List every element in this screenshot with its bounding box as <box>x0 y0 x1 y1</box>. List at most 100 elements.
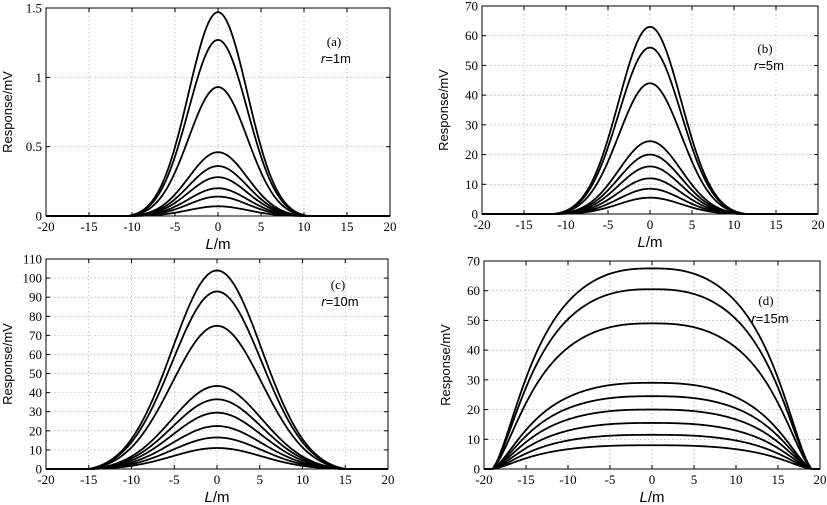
x-tick-label: -10 <box>123 472 140 487</box>
series-line-0 <box>484 267 820 470</box>
y-tick-label: 60 <box>29 347 42 362</box>
y-tick-label: 1 <box>36 70 43 85</box>
x-tick-label: 20 <box>382 472 395 487</box>
x-tick-label: 5 <box>257 472 264 487</box>
y-tick-label: 70 <box>29 328 42 343</box>
y-tick-label: 100 <box>23 271 43 286</box>
y-tick-label: 10 <box>465 177 478 192</box>
y-axis-title: Response/mV <box>0 323 15 405</box>
y-tick-label: 80 <box>29 309 42 324</box>
r-value: =1m <box>325 51 351 66</box>
x-tick-label: -15 <box>80 219 97 234</box>
y-tick-label: 90 <box>29 290 42 305</box>
r-value: =5m <box>758 58 784 73</box>
x-tick-label: 0 <box>215 219 222 234</box>
x-axis-symbol: L <box>639 489 647 505</box>
x-tick-label: 5 <box>691 472 698 487</box>
y-tick-label: 110 <box>23 252 42 267</box>
x-tick-label: 20 <box>812 217 825 232</box>
x-tick-label: 20 <box>814 472 827 487</box>
x-tick-label: 0 <box>214 472 221 487</box>
y-tick-label: 0 <box>474 462 481 477</box>
r-annotation: r=10m <box>321 294 358 309</box>
x-tick-label: 15 <box>770 217 783 232</box>
y-axis-title: Response/mV <box>438 324 453 406</box>
y-tick-label: 1.5 <box>26 1 42 16</box>
chart-panel-1: -20 -15 -10 -5 0 5 10 15 20 0 10 20 30 40 50 60 70 Respon… <box>436 0 825 251</box>
x-tick-label: -10 <box>557 217 574 232</box>
y-tick-label: 50 <box>467 313 480 328</box>
x-axis-unit: /m <box>213 489 230 505</box>
y-tick-label: 20 <box>29 423 42 438</box>
r-value: =15m <box>756 311 789 326</box>
x-axis-unit: /m <box>214 236 231 253</box>
x-tick-label: -5 <box>169 472 180 487</box>
x-tick-label: 20 <box>384 219 397 234</box>
x-tick-label: -20 <box>37 219 54 234</box>
x-tick-label: 10 <box>296 472 309 487</box>
chart-panel-0: -20 -15 -10 -5 0 5 10 15 20 0 0.5 1 1.5 Response/mV L/… <box>0 1 397 254</box>
r-annotation: r=1m <box>321 51 351 66</box>
x-tick-label: -20 <box>37 472 54 487</box>
x-tick-label: 0 <box>647 217 654 232</box>
x-tick-label: -20 <box>475 472 492 487</box>
x-tick-label: -5 <box>603 217 614 232</box>
panel-label: (c) <box>331 277 345 292</box>
x-tick-label: 5 <box>689 217 696 232</box>
r-annotation: r=15m <box>751 311 788 326</box>
y-tick-label: 60 <box>465 28 478 43</box>
y-axis-title: Response/mV <box>0 71 15 153</box>
x-tick-label: 15 <box>339 472 352 487</box>
panel-label: (d) <box>758 293 773 308</box>
y-tick-label: 40 <box>467 343 480 358</box>
x-tick-label: 10 <box>730 472 743 487</box>
x-tick-label: -20 <box>473 217 490 232</box>
x-tick-label: -15 <box>515 217 532 232</box>
series-line-6 <box>484 422 820 470</box>
y-tick-label: 30 <box>467 372 480 387</box>
series-line-7 <box>484 433 820 470</box>
panel-label: (b) <box>757 41 772 56</box>
y-tick-label: 0.5 <box>26 139 42 154</box>
x-tick-label: -15 <box>80 472 97 487</box>
x-tick-label: 5 <box>258 219 265 234</box>
y-tick-label: 40 <box>29 385 42 400</box>
x-tick-label: 0 <box>649 472 656 487</box>
y-tick-label: 70 <box>467 254 480 269</box>
x-tick-label: 10 <box>728 217 741 232</box>
y-tick-label: 30 <box>29 404 42 419</box>
y-tick-label: 0 <box>472 207 479 222</box>
r-symbol: r <box>751 311 756 326</box>
r-symbol: r <box>321 51 326 66</box>
chart-panel-2: -20 -15 -10 -5 0 5 10 15 20 0 10 20 30 40 50 60 70 80 90 10… <box>0 252 395 505</box>
r-value: =10m <box>326 294 359 309</box>
y-tick-label: 50 <box>29 366 42 381</box>
x-tick-label: -5 <box>170 219 181 234</box>
x-axis-title: L/m <box>639 489 664 505</box>
y-tick-label: 20 <box>465 147 478 162</box>
x-tick-label: 15 <box>772 472 785 487</box>
y-tick-label: 0 <box>36 209 43 224</box>
x-tick-label: 15 <box>341 219 354 234</box>
y-tick-label: 50 <box>465 58 478 73</box>
y-tick-label: 30 <box>465 117 478 132</box>
series-line-4 <box>484 395 820 470</box>
x-tick-label: -10 <box>123 219 140 234</box>
x-tick-label: -5 <box>605 472 616 487</box>
y-tick-label: 20 <box>467 402 480 417</box>
r-symbol: r <box>754 58 759 73</box>
series-line-2 <box>46 324 388 470</box>
x-tick-label: -15 <box>517 472 534 487</box>
series-line-8 <box>484 444 820 470</box>
x-axis-title: L/m <box>204 489 229 505</box>
panel-label: (a) <box>327 34 341 49</box>
x-axis-symbol: L <box>204 489 212 505</box>
y-tick-label: 10 <box>467 432 480 447</box>
x-tick-label: -10 <box>559 472 576 487</box>
x-axis-unit: /m <box>646 234 663 251</box>
x-axis-unit: /m <box>648 489 665 505</box>
x-axis-title: L/m <box>205 236 230 253</box>
y-tick-label: 0 <box>36 462 43 477</box>
chart-panel-3: -20 -15 -10 -5 0 5 10 15 20 0 10 20 30 40 50 60 70 Respon… <box>438 254 827 505</box>
r-annotation: r=5m <box>754 58 784 73</box>
